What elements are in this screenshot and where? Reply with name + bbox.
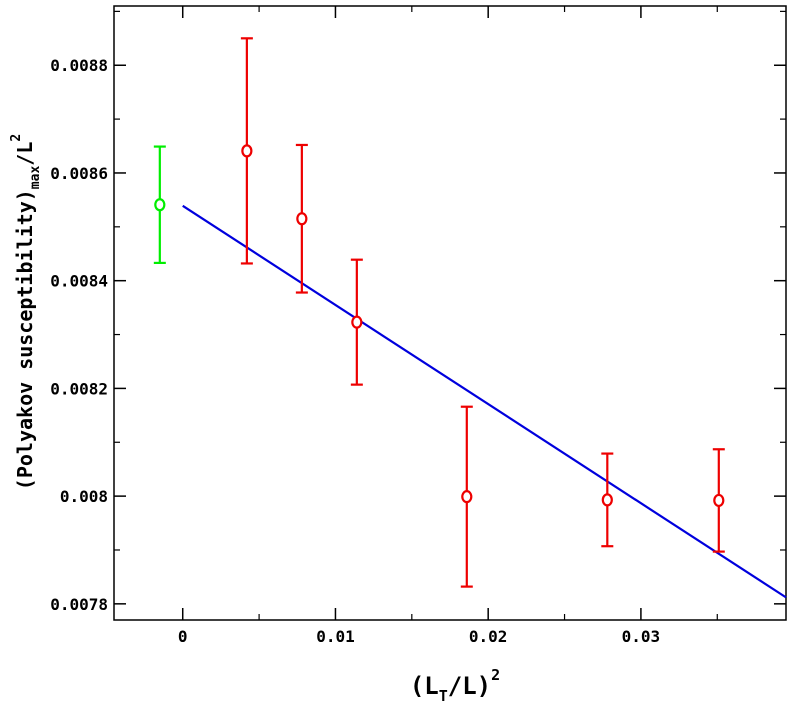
data-point-with-error-bar [295,143,308,294]
data-point-with-error-bar [350,258,363,386]
data-points [153,37,725,588]
data-point-with-error-bar [240,37,253,265]
fit-line [182,204,787,599]
fit-line-layer [182,204,787,599]
data-marker [241,144,253,158]
y-tick-label: 0.0082 [50,379,108,398]
x-tick-label: 0 [178,627,188,646]
data-marker [351,315,363,329]
data-marker [296,212,308,226]
y-axis-label: (Polyakov susceptibility)max/L2 [9,134,43,490]
y-tick-label: 0.0086 [50,164,108,183]
x-tick-label: 0.03 [622,627,661,646]
data-marker [154,198,166,212]
y-tick-label: 0.0084 [50,272,108,291]
y-tick-label: 0.008 [60,487,108,506]
x-tick-label: 0.01 [316,627,355,646]
data-marker [461,490,473,504]
plot-border [113,5,787,621]
data-point-with-error-bar [712,448,725,553]
plot-frame [113,5,787,621]
x-axis-label: (LT/L)2 [410,666,500,705]
data-marker [601,493,613,507]
data-point-with-error-bar [153,145,166,265]
y-tick-label: 0.0088 [50,56,108,75]
x-tick-label: 0.02 [469,627,508,646]
y-tick-label: 0.0078 [50,595,108,614]
data-point-with-error-bar [601,452,614,548]
tick-labels: 0 0.01 0.02 0.03 0.0078 0.008 0.0082 0.0084 0.00… [50,56,660,646]
axis-ticks [114,6,786,620]
data-marker [713,493,725,508]
data-point-with-error-bar [460,405,473,588]
